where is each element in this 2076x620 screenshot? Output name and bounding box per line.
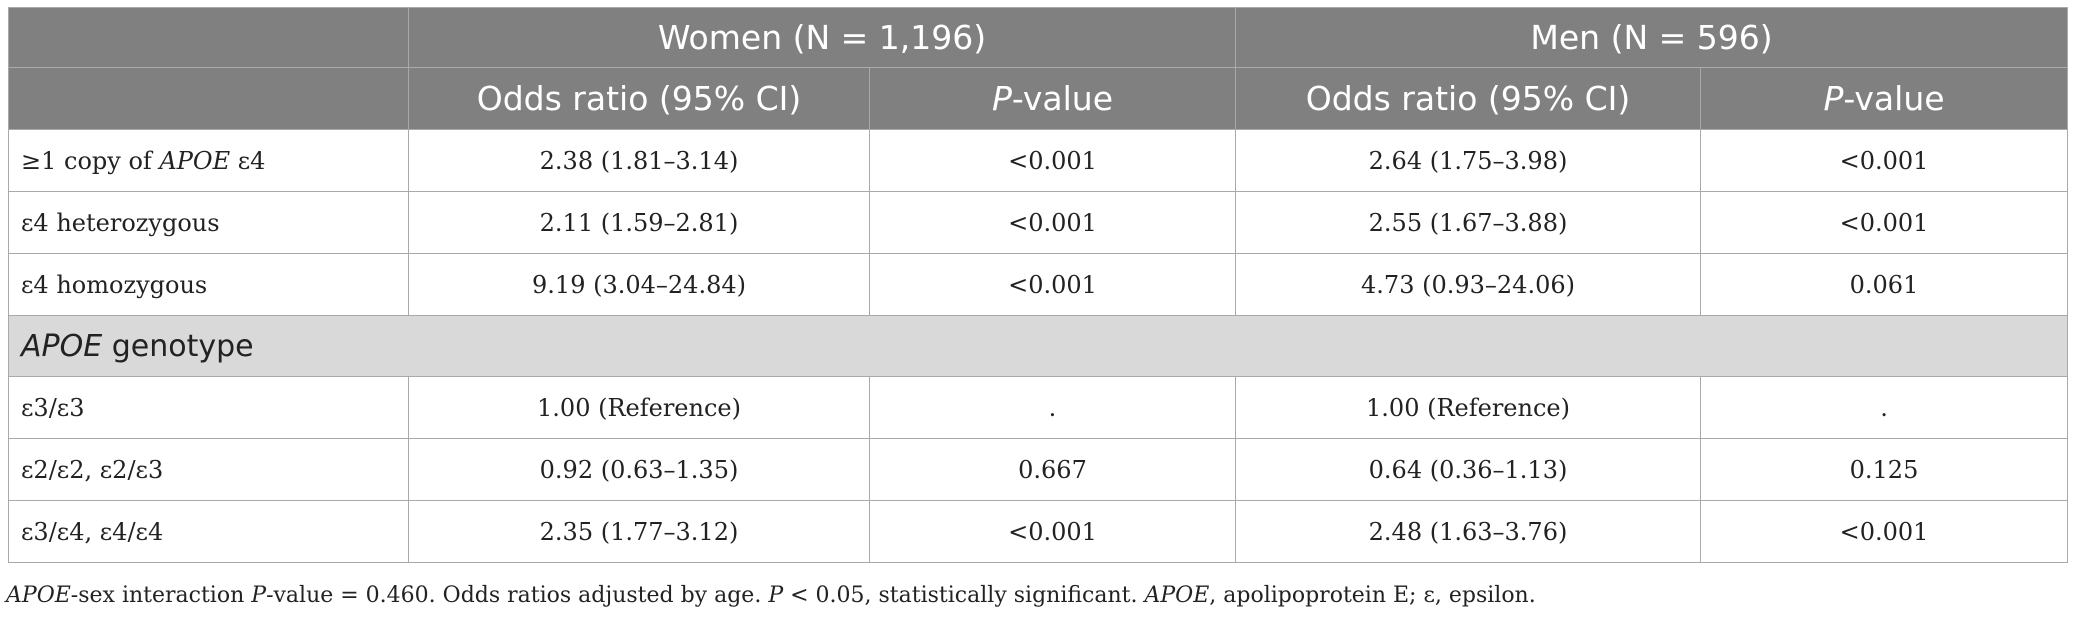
women-odds-ratio: 1.00 (Reference)	[408, 376, 870, 439]
men-p-value: .	[1699, 376, 2069, 439]
women-odds-ratio: 2.38 (1.81–3.14)	[408, 129, 870, 192]
section-header-row: APOE genotype	[7, 315, 2069, 377]
table-footnote: APOE-sex interaction P-value = 0.460. Od…	[6, 583, 1536, 608]
col-header-women-p: P-value	[869, 67, 1236, 130]
men-p-value: <0.001	[1699, 500, 2069, 563]
women-odds-ratio: 2.35 (1.77–3.12)	[408, 500, 870, 563]
row-label: ε4 heterozygous	[8, 191, 409, 254]
section-header-apoe-genotype: APOE genotype	[7, 315, 2069, 377]
table-row: ε4 homozygous 9.19 (3.04–24.84) <0.001 4…	[8, 253, 2069, 316]
row-label: ε3/ε3	[8, 376, 409, 439]
col-header-men-or: Odds ratio (95% CI)	[1235, 67, 1701, 130]
men-p-value: <0.001	[1699, 129, 2069, 192]
corner-cell	[8, 7, 409, 68]
women-odds-ratio: 2.11 (1.59–2.81)	[408, 191, 870, 254]
women-p-value: <0.001	[869, 253, 1236, 316]
women-p-value: <0.001	[869, 129, 1236, 192]
women-p-value: <0.001	[869, 191, 1236, 254]
women-p-value: .	[869, 376, 1236, 439]
men-p-value: 0.061	[1699, 253, 2069, 316]
men-odds-ratio: 2.55 (1.67–3.88)	[1235, 191, 1701, 254]
column-header-row: Odds ratio (95% CI) P-value Odds ratio (…	[8, 67, 2069, 130]
women-odds-ratio: 0.92 (0.63–1.35)	[408, 438, 870, 501]
col-header-women-or: Odds ratio (95% CI)	[408, 67, 870, 130]
men-p-value: <0.001	[1699, 191, 2069, 254]
row-label: ≥1 copy of APOE ε4	[8, 129, 409, 192]
men-odds-ratio: 2.64 (1.75–3.98)	[1235, 129, 1701, 192]
group-header-women: Women (N = 1,196)	[408, 7, 1236, 68]
women-p-value: <0.001	[869, 500, 1236, 563]
men-odds-ratio: 0.64 (0.36–1.13)	[1235, 438, 1701, 501]
results-table: Women (N = 1,196) Men (N = 596) Odds rat…	[7, 7, 2069, 563]
women-p-value: 0.667	[869, 438, 1236, 501]
table-row: ε4 heterozygous 2.11 (1.59–2.81) <0.001 …	[8, 191, 2069, 254]
men-odds-ratio: 1.00 (Reference)	[1235, 376, 1701, 439]
women-odds-ratio: 9.19 (3.04–24.84)	[408, 253, 870, 316]
table-row: ε3/ε4, ε4/ε4 2.35 (1.77–3.12) <0.001 2.4…	[8, 500, 2069, 563]
table-row: ε3/ε3 1.00 (Reference) . 1.00 (Reference…	[8, 376, 2069, 439]
men-odds-ratio: 4.73 (0.93–24.06)	[1235, 253, 1701, 316]
col-header-men-p: P-value	[1699, 67, 2069, 130]
group-header-men: Men (N = 596)	[1234, 7, 2069, 68]
group-header-row: Women (N = 1,196) Men (N = 596)	[8, 7, 2069, 68]
table-row: ≥1 copy of APOE ε4 2.38 (1.81–3.14) <0.0…	[8, 129, 2069, 192]
table-row: ε2/ε2, ε2/ε3 0.92 (0.63–1.35) 0.667 0.64…	[8, 438, 2069, 501]
row-label: ε3/ε4, ε4/ε4	[8, 500, 409, 563]
corner-cell	[8, 67, 409, 130]
row-label: ε2/ε2, ε2/ε3	[8, 438, 409, 501]
row-label: ε4 homozygous	[8, 253, 409, 316]
men-odds-ratio: 2.48 (1.63–3.76)	[1235, 500, 1701, 563]
men-p-value: 0.125	[1699, 438, 2069, 501]
